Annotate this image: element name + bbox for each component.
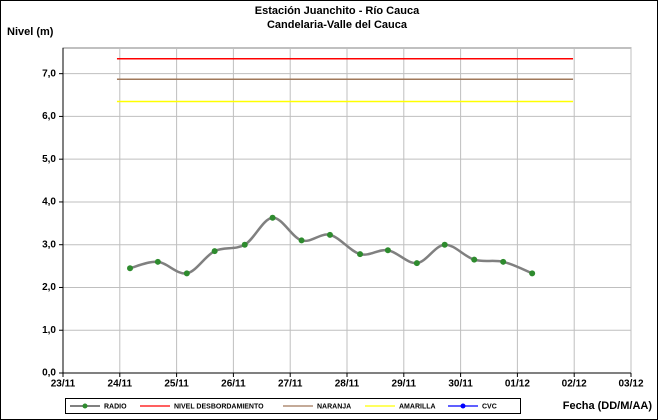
x-axis-label: Fecha (DD/M/AA) (563, 400, 653, 412)
chart-title: Estación Juanchito - Río Cauca (255, 5, 420, 17)
x-tick-label: 01/12 (505, 379, 530, 390)
data-point (269, 214, 276, 221)
y-tick-label: 0,0 (42, 368, 56, 379)
x-tick-label: 27/11 (278, 379, 303, 390)
legend-marker (460, 403, 466, 409)
data-point (529, 270, 536, 277)
x-tick-label: 29/11 (392, 379, 417, 390)
data-point (154, 258, 161, 265)
chart-subtitle: Candelaria-Valle del Cauca (267, 19, 408, 31)
legend-label: CVC (482, 403, 497, 410)
x-tick-label: 28/11 (335, 379, 360, 390)
y-tick-label: 5,0 (42, 154, 56, 165)
y-tick-label: 3,0 (42, 239, 56, 250)
data-point (211, 248, 218, 255)
y-tick-label: 7,0 (42, 68, 56, 79)
y-tick-label: 1,0 (42, 325, 56, 336)
legend-label: RADIO (104, 403, 127, 410)
x-tick-label: 23/11 (51, 379, 76, 390)
y-tick-label: 2,0 (42, 282, 56, 293)
legend-label: NIVEL DESBORDAMIENTO (174, 403, 264, 410)
x-tick-label: 30/11 (448, 379, 473, 390)
x-tick-label: 03/12 (618, 379, 643, 390)
y-tick-label: 6,0 (42, 111, 56, 122)
data-point (441, 241, 448, 248)
data-point (326, 231, 333, 238)
data-point (183, 270, 190, 277)
y-axis-label: Nivel (m) (7, 26, 54, 38)
y-tick-label: 4,0 (42, 197, 56, 208)
x-tick-label: 02/12 (562, 379, 587, 390)
data-point (357, 251, 364, 258)
legend-marker (82, 403, 88, 409)
data-point (471, 256, 478, 263)
data-point (384, 247, 391, 254)
data-point (298, 237, 305, 244)
x-tick-label: 25/11 (164, 379, 189, 390)
data-point (241, 241, 248, 248)
legend-label: AMARILLA (399, 403, 436, 410)
legend-label: NARANJA (317, 403, 351, 410)
x-tick-label: 26/11 (221, 379, 246, 390)
x-tick-label: 24/11 (108, 379, 133, 390)
data-point (413, 260, 420, 267)
data-point (127, 265, 134, 272)
data-point (500, 258, 507, 265)
